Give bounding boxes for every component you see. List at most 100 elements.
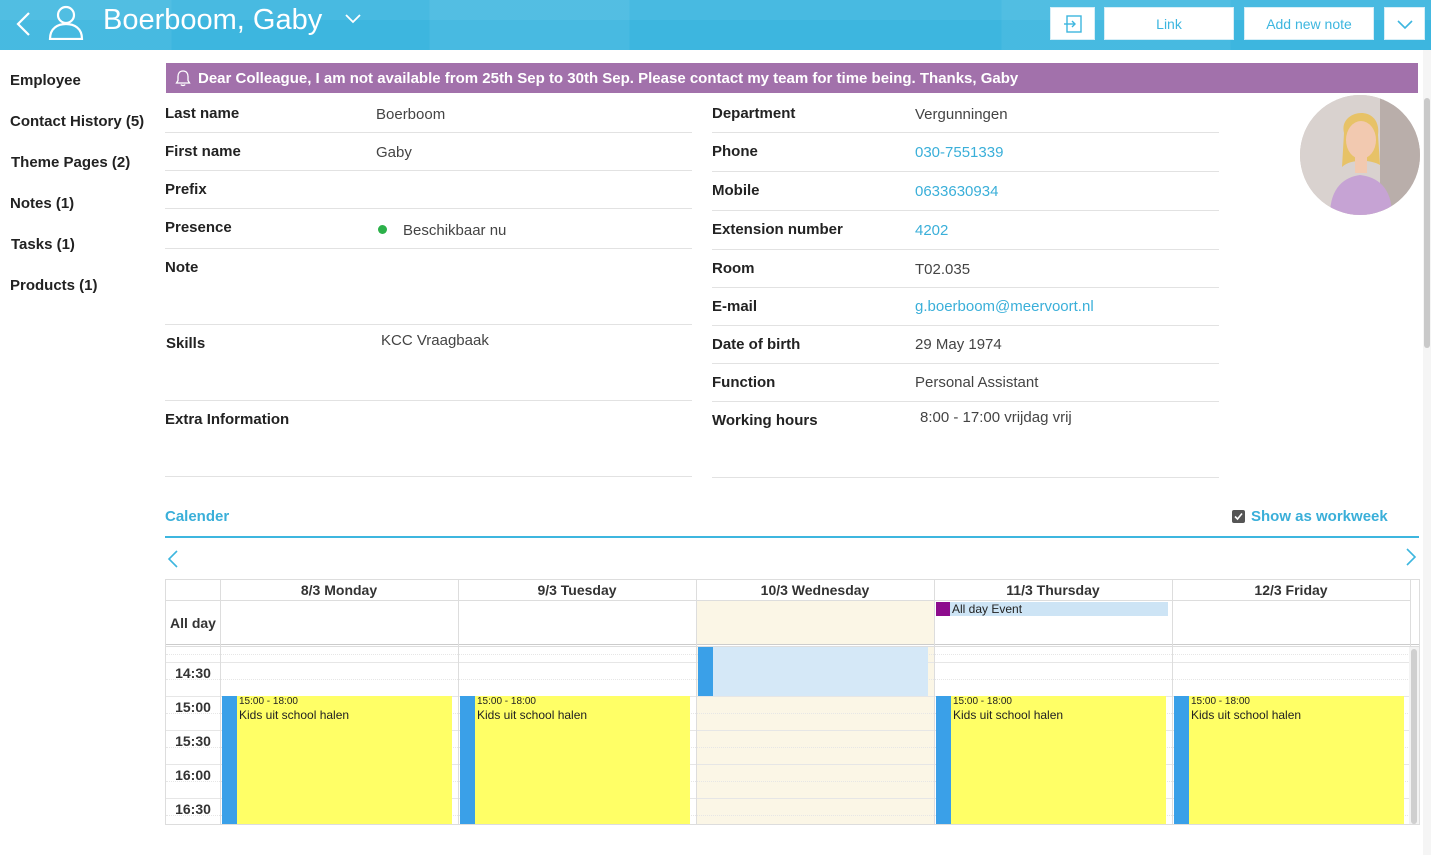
field-value: Vergunningen — [915, 106, 1008, 123]
day-header-wednesday: 10/3 Wednesday — [696, 580, 934, 601]
field-label: Note — [165, 259, 199, 276]
field-label: E-mail — [712, 298, 758, 315]
field-value: T02.035 — [915, 261, 971, 278]
grid-line — [166, 713, 1410, 714]
calendar-event[interactable]: 15:00 - 18:00 Kids uit school halen — [936, 696, 1166, 824]
event-time: 15:00 - 18:00 — [477, 696, 536, 707]
show-workweek-checkbox[interactable] — [1232, 510, 1245, 523]
sidebar-item-theme-pages[interactable]: Theme Pages (2) — [11, 154, 131, 171]
field-first-name: First name Gaby — [165, 133, 692, 171]
field-date-of-birth: Date of birth 29 May 1974 — [712, 326, 1219, 364]
field-working-hours: Working hours 8:00 - 17:00 vrijdag vrij — [712, 402, 1219, 478]
field-label: Presence — [165, 219, 232, 236]
email-link[interactable]: g.boerboom@meervoort.nl — [915, 298, 1094, 315]
field-last-name: Last name Boerboom — [165, 95, 692, 133]
login-button[interactable] — [1050, 7, 1095, 40]
time-label: 15:00 — [175, 699, 211, 715]
sidebar-item-contact-history[interactable]: Contact History (5) — [10, 113, 145, 130]
availability-banner: Dear Colleague, I am not available from … — [166, 63, 1418, 93]
field-label: Last name — [165, 105, 240, 122]
field-label: Date of birth — [712, 336, 801, 353]
field-label: Room — [712, 260, 755, 277]
banner-text: Dear Colleague, I am not available from … — [198, 69, 1019, 87]
calendar-event[interactable]: 15:00 - 18:00 Kids uit school halen — [222, 696, 452, 824]
mobile-link[interactable]: 0633630934 — [915, 183, 999, 200]
field-phone: Phone 030-7551339 — [712, 133, 1219, 172]
page-scrollbar[interactable] — [1423, 50, 1431, 855]
avatar — [1300, 95, 1420, 215]
sidebar-item-employee[interactable]: Employee — [10, 72, 81, 89]
field-value: KCC Vraagbaak — [381, 332, 489, 349]
time-label: 16:30 — [175, 801, 211, 817]
all-day-divider — [166, 644, 1419, 647]
field-prefix: Prefix — [165, 171, 692, 209]
sidebar-item-tasks[interactable]: Tasks (1) — [11, 236, 75, 253]
column-divider — [458, 580, 459, 824]
field-email: E-mail g.boerboom@meervoort.nl — [712, 288, 1219, 326]
event-time: 15:00 - 18:00 — [1191, 696, 1250, 707]
add-new-note-button[interactable]: Add new note — [1244, 7, 1374, 40]
grid-line — [166, 781, 1410, 782]
all-day-label: All day — [170, 614, 216, 631]
field-mobile: Mobile 0633630934 — [712, 172, 1219, 211]
field-label: Department — [712, 105, 796, 122]
chevron-down-icon[interactable] — [344, 11, 362, 25]
calendar-scrollbar[interactable] — [1409, 647, 1419, 824]
chevron-right-icon[interactable] — [1404, 546, 1418, 568]
field-note: Note — [165, 249, 692, 325]
grid-line — [166, 764, 1410, 765]
field-value: Personal Assistant — [915, 374, 1039, 391]
event-title: Kids uit school halen — [953, 708, 1064, 722]
person-icon — [48, 5, 84, 40]
all-day-event-title: All day Event — [952, 602, 1023, 616]
field-skills: Skills KCC Vraagbaak — [165, 325, 692, 401]
grid-line — [166, 747, 1410, 748]
presence-status-icon — [378, 225, 387, 234]
field-label: Mobile — [712, 182, 760, 199]
sidebar-item-notes[interactable]: Notes (1) — [10, 195, 75, 212]
link-button[interactable]: Link — [1104, 7, 1234, 40]
calendar-event[interactable]: 15:00 - 18:00 Kids uit school halen — [460, 696, 690, 824]
column-divider — [696, 580, 697, 824]
field-value: Gaby — [376, 144, 412, 161]
time-label: 14:30 — [175, 665, 211, 681]
phone-link[interactable]: 030-7551339 — [915, 144, 1004, 161]
show-workweek-label[interactable]: Show as workweek — [1251, 508, 1388, 525]
field-department: Department Vergunningen — [712, 95, 1219, 133]
field-extra-information: Extra Information — [165, 401, 692, 477]
grid-line — [166, 696, 1410, 697]
checkmark-icon — [1234, 512, 1243, 521]
scrollbar-thumb[interactable] — [1424, 98, 1430, 348]
calendar-grid: 8/3 Monday 9/3 Tuesday 10/3 Wednesday 11… — [165, 579, 1420, 825]
calendar-event[interactable] — [698, 647, 928, 696]
field-extension-number: Extension number 4202 — [712, 211, 1219, 250]
sidebar-item-products[interactable]: Products (1) — [10, 277, 98, 294]
event-title: Kids uit school halen — [477, 708, 588, 722]
grid-line — [166, 730, 1410, 731]
field-value: 8:00 - 17:00 vrijdag vrij — [920, 409, 1072, 426]
more-options-button[interactable] — [1384, 7, 1425, 40]
extension-link[interactable]: 4202 — [915, 222, 949, 239]
chevron-left-icon[interactable] — [166, 548, 180, 570]
field-value: Beschikbaar nu — [403, 222, 507, 239]
field-label: Phone — [712, 143, 758, 160]
column-divider — [934, 580, 935, 824]
day-header-monday: 8/3 Monday — [220, 580, 458, 601]
calendar-divider — [165, 536, 1419, 538]
all-day-event[interactable]: All day Event — [936, 602, 1168, 616]
chevron-down-icon — [1396, 19, 1413, 29]
field-function: Function Personal Assistant — [712, 364, 1219, 402]
field-room: Room T02.035 — [712, 250, 1219, 288]
grid-line — [166, 815, 1410, 816]
day-header-blank — [166, 580, 220, 601]
event-bar — [698, 647, 713, 696]
back-arrow-icon[interactable] — [13, 10, 35, 38]
page-title: Boerboom, Gaby — [103, 4, 323, 36]
avatar-image — [1300, 95, 1420, 215]
sign-in-icon — [1063, 14, 1082, 33]
calendar-event[interactable]: 15:00 - 18:00 Kids uit school halen — [1174, 696, 1404, 824]
event-time: 15:00 - 18:00 — [239, 696, 298, 707]
time-label: 15:30 — [175, 733, 211, 749]
field-label: Prefix — [165, 181, 207, 198]
scrollbar-thumb[interactable] — [1411, 649, 1417, 824]
